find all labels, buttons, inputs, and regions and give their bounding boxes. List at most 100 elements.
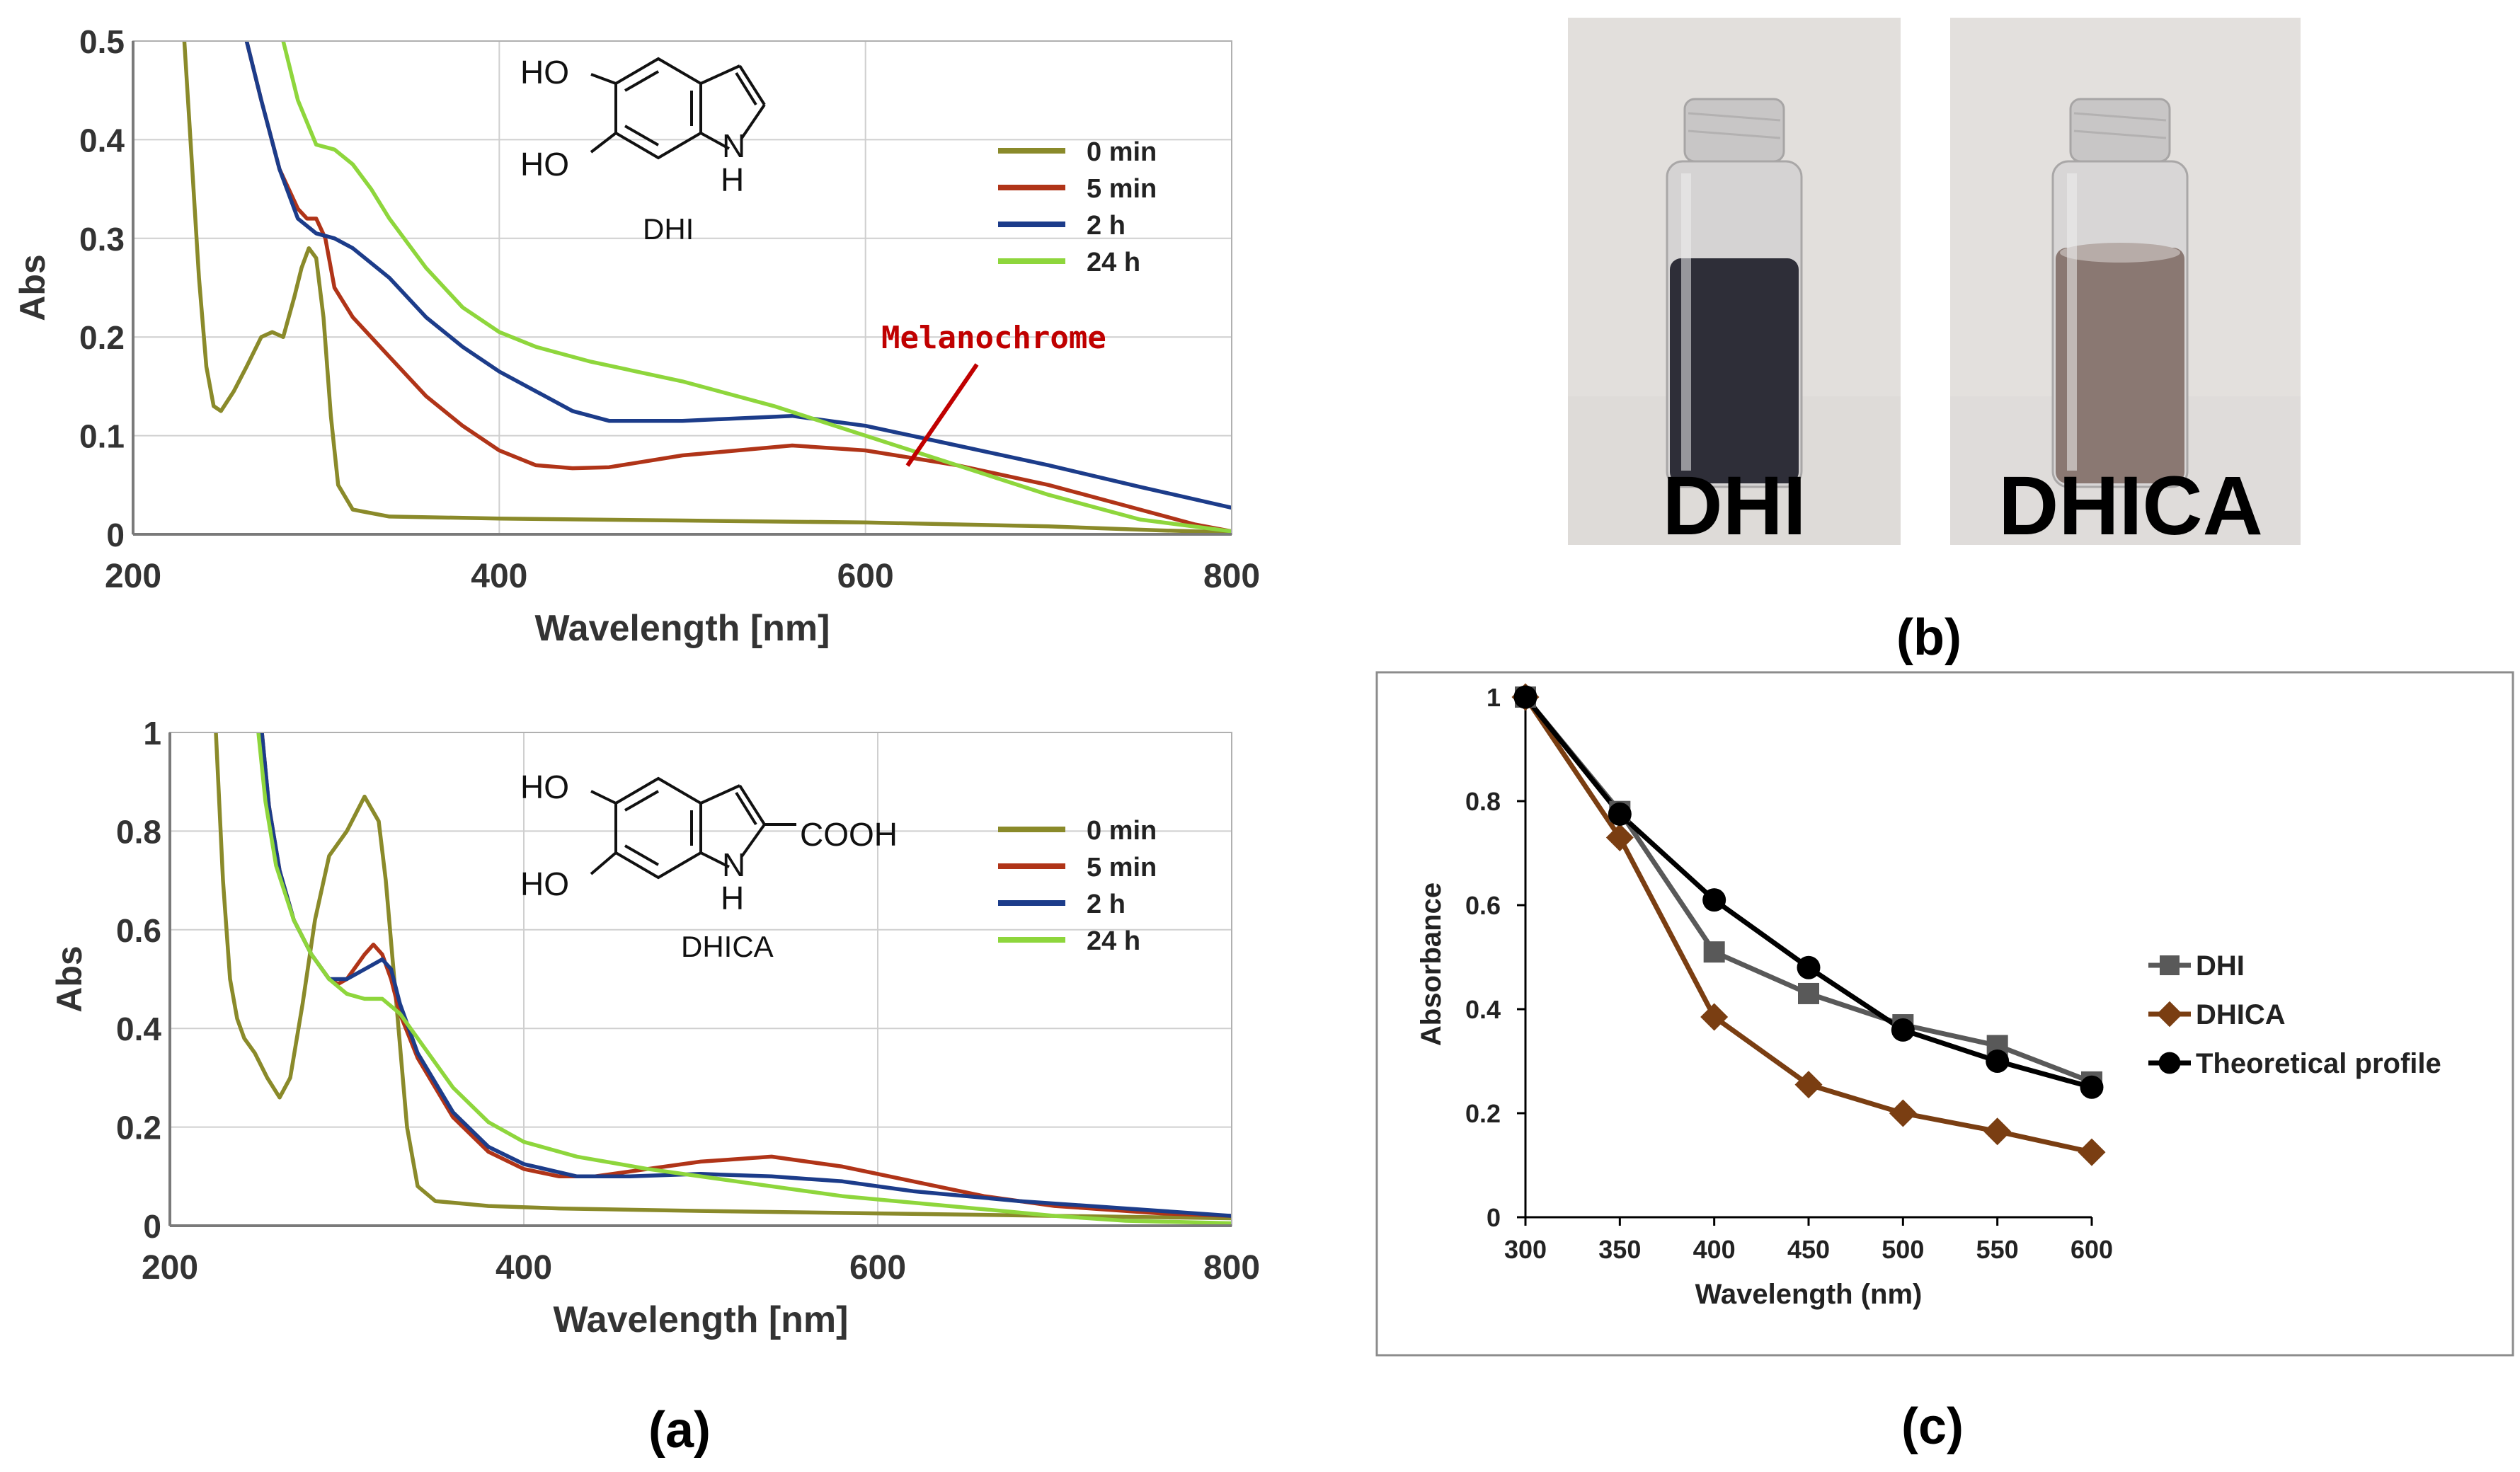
legend-marker [2156, 1001, 2183, 1028]
y-tick-label: 0.2 [116, 1110, 161, 1146]
y-tick-label: 0.4 [1465, 995, 1501, 1024]
dhica-structure-icon: HO HO COOH N H DHICA [520, 769, 898, 963]
data-point [1700, 1003, 1729, 1031]
x-tick-label: 450 [1787, 1235, 1830, 1264]
y-tick-label: 1 [143, 715, 161, 752]
dhi-vial [1666, 98, 1803, 488]
data-point [2080, 1075, 2104, 1099]
legend-label: 5 min [1087, 853, 1157, 882]
series-line-24-h [281, 40, 1232, 534]
dhica-spectra-chart: 200 400 600 800 0 0.2 0.4 0.6 0.8 1 Wavelength [nm… [50, 715, 1260, 1340]
data-point [1798, 982, 1819, 1004]
x-tick-label: 300 [1504, 1235, 1547, 1264]
panel-label-b: (b) [1896, 609, 1961, 666]
y-tick-label: 0.4 [116, 1011, 161, 1047]
x-tick-label: 800 [1203, 558, 1260, 595]
y-axis-label: Absorbance [1416, 882, 1447, 1046]
panel-label-c: (c) [1901, 1398, 1964, 1455]
y-tick-label: 0 [106, 517, 125, 553]
normalized-absorbance-chart: 0 0.2 0.4 0.6 0.8 1 300 350 400 450 500 550 600 Wavel… [1416, 683, 2441, 1310]
vials-photo: DHI DHICA [1568, 18, 2301, 553]
dhica-ho-bottom: HO [520, 866, 569, 902]
x-tick-label: 800 [1203, 1249, 1260, 1287]
legend-label: 0 min [1087, 137, 1157, 167]
y-tick-label: 0.6 [116, 912, 161, 949]
melanochrome-annotation: Melanochrome [881, 320, 1106, 467]
dhi-name: DHI [643, 212, 694, 246]
panel-label-a: (a) [648, 1402, 711, 1459]
dhi-ho-top: HO [520, 54, 569, 91]
legend-label: 0 min [1087, 816, 1157, 846]
dhica-h-label: H [721, 880, 744, 916]
y-axis-label: Abs [50, 945, 89, 1012]
dhica-liquid [2056, 248, 2184, 483]
y-tick-label: 1 [1487, 683, 1501, 712]
dhi-h-label: H [721, 161, 744, 198]
melanochrome-pointer-line [905, 363, 979, 467]
legend-label: 24 h [1087, 926, 1140, 956]
y-tick-label: 0 [143, 1208, 161, 1245]
x-axis-label: Wavelength [nm] [554, 1299, 849, 1340]
data-point [1986, 1050, 2010, 1073]
legend-label: DHICA [2196, 999, 2286, 1030]
y-tick-label: 0.6 [1465, 891, 1501, 920]
x-tick-label: 400 [471, 558, 527, 595]
y-tick-label: 0.5 [79, 23, 125, 60]
legend-label: DHI [2196, 950, 2245, 982]
data-point [1608, 802, 1632, 826]
dhica-name: DHICA [681, 930, 774, 963]
x-tick-label: 200 [105, 558, 161, 595]
dhi-liquid [1670, 258, 1799, 483]
y-tick-label: 0.4 [79, 122, 125, 159]
dhi-vial-label: DHI [1662, 459, 1806, 553]
data-point [1889, 1099, 1917, 1127]
legend-label: 2 h [1087, 890, 1126, 919]
x-tick-label: 350 [1598, 1235, 1641, 1264]
x-tick-label: 500 [1882, 1235, 1924, 1264]
dhica-n-label: N [722, 846, 745, 883]
y-tick-label: 0.3 [79, 221, 125, 258]
y-tick-label: 0.1 [79, 418, 125, 455]
plot-area [133, 41, 1232, 534]
legend-marker [2160, 955, 2180, 975]
legend-marker [2158, 1052, 2181, 1074]
dhi-ho-bottom: HO [520, 146, 569, 183]
data-point [1703, 941, 1725, 963]
dhi-n-label: N [722, 127, 745, 164]
dhi-structure-icon: HO HO N H DHI [520, 54, 766, 246]
y-axis-label: Abs [13, 254, 52, 321]
y-tick-label: 0.2 [79, 319, 125, 356]
data-point [1702, 888, 1726, 912]
dhica-ho-top: HO [520, 769, 569, 805]
melanochrome-label: Melanochrome [881, 320, 1106, 356]
x-tick-label: 200 [142, 1249, 198, 1287]
y-tick-label: 0 [1487, 1203, 1501, 1232]
y-tick-label: 0.8 [1465, 787, 1501, 816]
x-axis-label: Wavelength [nm] [535, 608, 830, 649]
data-point [2078, 1138, 2106, 1166]
data-point [1797, 955, 1821, 979]
dhica-vial-label: DHICA [1998, 459, 2263, 553]
x-tick-label: 600 [837, 558, 894, 595]
x-tick-label: 600 [2071, 1235, 2113, 1264]
x-axis-label: Wavelength (nm) [1695, 1279, 1923, 1310]
x-tick-label: 400 [1693, 1235, 1736, 1264]
dhi-spectra-chart: 200 400 600 800 0 0.1 0.2 0.3 0.4 0.5 Wavelength [… [13, 23, 1260, 649]
x-tick-label: 550 [1976, 1235, 2019, 1264]
series-line-24-h [256, 732, 1232, 1226]
legend-label: Theoretical profile [2196, 1048, 2441, 1079]
x-tick-label: 400 [496, 1249, 552, 1287]
dhica-cooh-label: COOH [800, 816, 898, 853]
data-point [1794, 1071, 1823, 1099]
dhica-vial [2051, 98, 2189, 488]
data-point [1983, 1117, 2012, 1146]
data-point [1605, 823, 1634, 851]
legend-label: 5 min [1087, 174, 1157, 204]
data-point [1513, 685, 1537, 709]
y-tick-label: 0.2 [1465, 1099, 1501, 1128]
series-line-0-min [214, 732, 1232, 1221]
series-line-0-min [182, 40, 1232, 534]
y-tick-label: 0.8 [116, 813, 161, 850]
x-tick-label: 600 [849, 1249, 906, 1287]
